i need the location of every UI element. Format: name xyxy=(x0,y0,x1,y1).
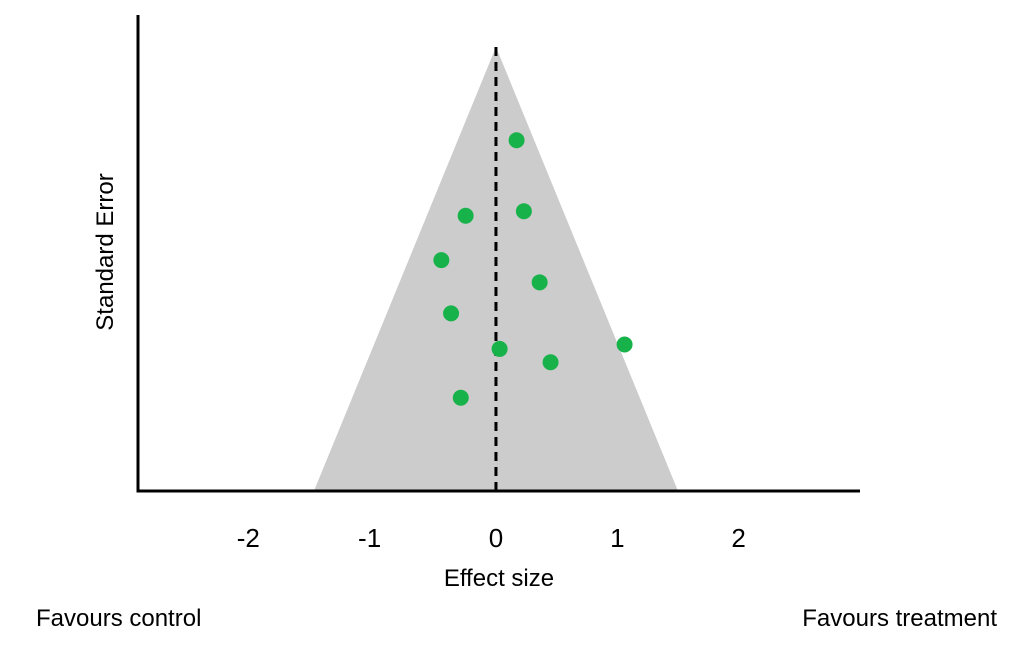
x-tick-label: 1 xyxy=(610,523,624,553)
favours-treatment-label: Favours treatment xyxy=(802,605,997,632)
favours-control-label: Favours control xyxy=(36,605,201,632)
x-tick-labels: -2 -1 0 1 2 xyxy=(237,523,746,553)
x-axis-label: Effect size xyxy=(444,565,554,592)
x-tick-label: 2 xyxy=(731,523,745,553)
study-point xyxy=(443,305,460,322)
x-tick-label: -2 xyxy=(237,523,260,553)
study-point xyxy=(491,340,508,357)
study-point xyxy=(515,203,532,220)
study-point xyxy=(457,207,474,224)
study-point xyxy=(452,389,469,406)
study-point xyxy=(531,274,548,291)
x-tick-label: 0 xyxy=(489,523,503,553)
study-point xyxy=(433,252,450,269)
funnel-region xyxy=(313,47,678,491)
x-tick-label: -1 xyxy=(358,523,381,553)
study-point xyxy=(508,132,525,149)
y-axis-label: Standard Error xyxy=(92,173,119,330)
study-point xyxy=(616,336,633,353)
study-point xyxy=(542,354,559,371)
study-points xyxy=(433,132,633,406)
